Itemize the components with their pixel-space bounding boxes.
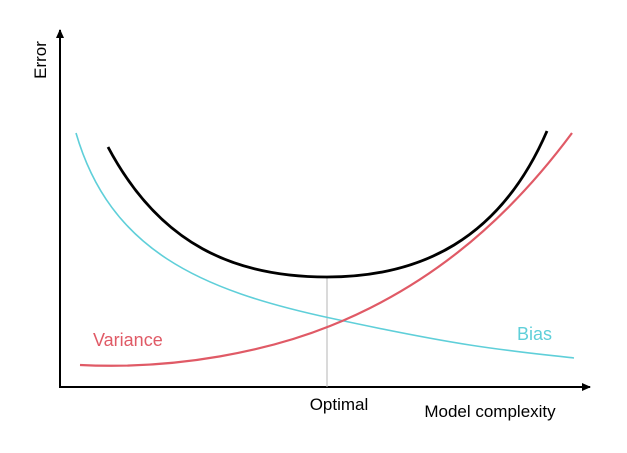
bias-label: Bias (517, 324, 552, 344)
bias-curve (75, 132, 575, 359)
variance-curve (79, 132, 573, 367)
optimal-label: Optimal (310, 395, 369, 414)
x-axis-label: Model complexity (424, 402, 556, 421)
variance-label: Variance (93, 330, 163, 350)
total-error-curve (106, 130, 549, 279)
y-axis-label: Error (31, 41, 50, 79)
